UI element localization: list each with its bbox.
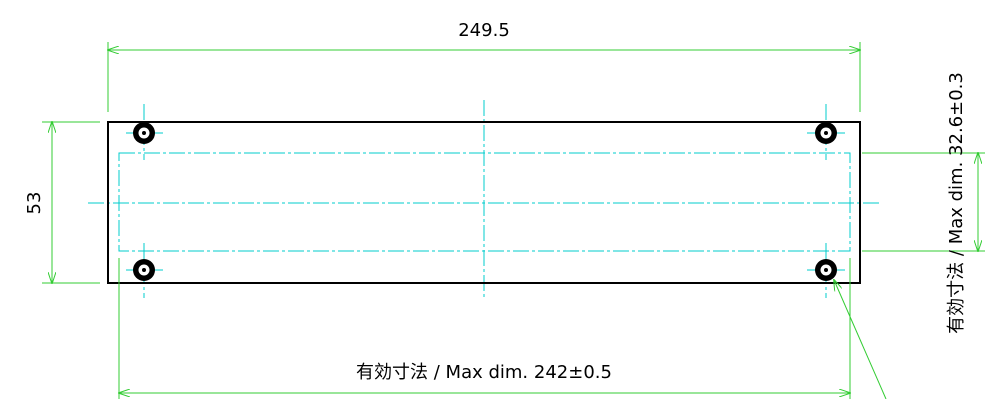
overall-height-label: 53	[24, 192, 45, 215]
max-dim-height-label: 有効寸法 / Max dim. 32.6±0.3	[946, 72, 967, 334]
center-lines	[88, 100, 880, 300]
panel-outline	[107, 121, 861, 284]
mounting-hole-top-left	[133, 122, 155, 144]
overall-width-dimension: 249.5	[108, 20, 860, 112]
effective-area-outline	[118, 152, 851, 252]
max-dim-width-label: 有効寸法 / Max dim. 242±0.5	[356, 362, 612, 383]
mounting-hole-bottom-left	[133, 259, 155, 281]
mounting-hole-top-right	[815, 122, 837, 144]
max-dim-width-dimension: 有効寸法 / Max dim. 242±0.5	[119, 258, 850, 399]
hole-leader-line	[834, 280, 887, 399]
mounting-hole-bottom-right	[815, 259, 837, 281]
max-dim-height-dimension: 有効寸法 / Max dim. 32.6±0.3	[862, 72, 985, 334]
mounting-holes	[133, 122, 837, 281]
overall-height-dimension: 53	[24, 122, 100, 283]
overall-width-label: 249.5	[458, 20, 510, 41]
